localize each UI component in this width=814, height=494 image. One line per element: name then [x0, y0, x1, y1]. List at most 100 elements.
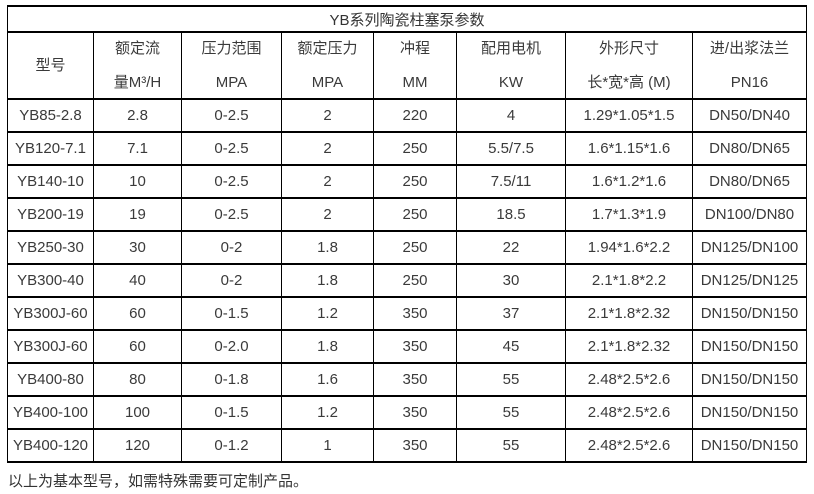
table-cell: YB300J-60 [7, 329, 94, 364]
table-cell: DN80/DN65 [691, 164, 808, 199]
table-cell: YB85-2.8 [7, 98, 94, 133]
table-cell: 220 [373, 98, 457, 133]
table-cell: 7.1 [93, 131, 182, 166]
table-cell: 250 [373, 263, 457, 298]
table-row: YB400-120 120 0-1.2 1 350 55 2.48*2.5*2.6 DN150… [7, 428, 808, 463]
table-cell: 0-2 [181, 263, 282, 298]
table-cell: 60 [93, 329, 182, 364]
table-cell: 19 [93, 197, 182, 232]
table-cell: 350 [373, 395, 457, 430]
table-cell: 350 [373, 428, 457, 463]
table-cell: 55 [456, 395, 566, 430]
table-cell: 4 [456, 98, 566, 133]
table-body: YB85-2.8 2.8 0-2.5 2 220 4 1.29*1.05*1.5 DN50/D… [7, 98, 808, 463]
table-cell: 250 [373, 131, 457, 166]
col-header-stroke: 冲程 MM [373, 31, 457, 100]
table-cell: 1.94*1.6*2.2 [565, 230, 693, 265]
table-cell: DN125/DN100 [691, 230, 808, 265]
table-cell: 1.6 [281, 362, 374, 397]
table-cell: 1.2 [281, 395, 374, 430]
table-cell: YB400-100 [7, 395, 94, 430]
table-cell: 18.5 [456, 197, 566, 232]
table-cell: 0-1.2 [181, 428, 282, 463]
table-cell: 100 [93, 395, 182, 430]
pump-spec-table: YB系列陶瓷柱塞泵参数 型号 额定流 量M³/H 压力范围 MPA 额定压力 M… [6, 5, 808, 463]
table-cell: 0-1.5 [181, 395, 282, 430]
table-cell: 2 [281, 131, 374, 166]
col-header-rated-flow: 额定流 量M³/H [93, 31, 182, 100]
table-cell: 0-2.5 [181, 197, 282, 232]
table-cell: 2.1*1.8*2.2 [565, 263, 693, 298]
table-cell: 120 [93, 428, 182, 463]
table-cell: YB400-80 [7, 362, 94, 397]
table-row: YB250-30 30 0-2 1.8 250 22 1.94*1.6*2.2 DN125/D… [7, 230, 808, 265]
table-cell: 250 [373, 197, 457, 232]
footer-note: 以上为基本型号，如需特殊需要可定制产品。 [8, 473, 309, 490]
col-header-model: 型号 [7, 31, 94, 100]
table-row: YB300-40 40 0-2 1.8 250 30 2.1*1.8*2.2 DN125/DN… [7, 263, 808, 298]
table-cell: 1.7*1.3*1.9 [565, 197, 693, 232]
table-cell: 22 [456, 230, 566, 265]
col-header-flange: 进/出浆法兰 PN16 [691, 31, 808, 100]
table-cell: DN125/DN125 [691, 263, 808, 298]
table-cell: 37 [456, 296, 566, 331]
table-cell: 2.1*1.8*2.32 [565, 329, 693, 364]
table-row: YB400-80 80 0-1.8 1.6 350 55 2.48*2.5*2.6 DN150… [7, 362, 808, 397]
col-header-rated-pressure: 额定压力 MPA [281, 31, 374, 100]
table-cell: 2 [281, 98, 374, 133]
table-cell: 0-1.8 [181, 362, 282, 397]
table-cell: DN150/DN150 [691, 428, 808, 463]
table-cell: DN100/DN80 [691, 197, 808, 232]
table-cell: 1.2 [281, 296, 374, 331]
table-title: YB系列陶瓷柱塞泵参数 [6, 5, 808, 33]
table-cell: 30 [93, 230, 182, 265]
table-cell: 5.5/7.5 [456, 131, 566, 166]
table-cell: 30 [456, 263, 566, 298]
table-cell: 2 [281, 197, 374, 232]
table-cell: 2.48*2.5*2.6 [565, 428, 693, 463]
table-row: YB85-2.8 2.8 0-2.5 2 220 4 1.29*1.05*1.5 DN50/D… [7, 98, 808, 133]
table-cell: 2.1*1.8*2.32 [565, 296, 693, 331]
table-cell: 350 [373, 329, 457, 364]
table-cell: 1.29*1.05*1.5 [565, 98, 693, 133]
table-cell: YB300J-60 [7, 296, 94, 331]
col-header-model-label: 型号 [35, 56, 66, 74]
table-title-row: YB系列陶瓷柱塞泵参数 [6, 5, 808, 33]
table-cell: 0-2.5 [181, 164, 282, 199]
table-cell: DN150/DN150 [691, 296, 808, 331]
col-header-motor: 配用电机 KW [456, 31, 566, 100]
table-cell: 350 [373, 362, 457, 397]
table-cell: 1.6*1.15*1.6 [565, 131, 693, 166]
table-cell: DN150/DN150 [691, 362, 808, 397]
table-cell: 7.5/11 [456, 164, 566, 199]
table-row: YB140-10 10 0-2.5 2 250 7.5/11 1.6*1.2*1.6 DN80… [7, 164, 808, 199]
table-cell: 55 [456, 362, 566, 397]
table-row: YB200-19 19 0-2.5 2 250 18.5 1.7*1.3*1.9 DN100/… [7, 197, 808, 232]
table-cell: 0-2.0 [181, 329, 282, 364]
table-row: YB300J-60 60 0-1.5 1.2 350 37 2.1*1.8*2.32 DN15… [7, 296, 808, 331]
table-cell: YB200-19 [7, 197, 94, 232]
table-cell: 80 [93, 362, 182, 397]
table-cell: DN80/DN65 [691, 131, 808, 166]
table-cell: YB140-10 [7, 164, 94, 199]
table-cell: YB250-30 [7, 230, 94, 265]
table-cell: 1.8 [281, 230, 374, 265]
table-cell: DN150/DN150 [691, 329, 808, 364]
table-cell: YB300-40 [7, 263, 94, 298]
table-cell: 0-2.5 [181, 98, 282, 133]
table-cell: DN50/DN40 [691, 98, 808, 133]
table-row: YB120-7.1 7.1 0-2.5 2 250 5.5/7.5 1.6*1.15*1.6… [7, 131, 808, 166]
table-cell: 1 [281, 428, 374, 463]
table-cell: 0-2 [181, 230, 282, 265]
table-cell: 1.8 [281, 263, 374, 298]
table-cell: 1.8 [281, 329, 374, 364]
table-cell: 2.8 [93, 98, 182, 133]
table-cell: 250 [373, 230, 457, 265]
table-row: YB400-100 100 0-1.5 1.2 350 55 2.48*2.5*2.6 DN1… [7, 395, 808, 430]
table-cell: YB400-120 [7, 428, 94, 463]
table-cell: 45 [456, 329, 566, 364]
col-header-dimensions: 外形尺寸 长*宽*高 (M) [565, 31, 693, 100]
table-cell: 0-1.5 [181, 296, 282, 331]
table-header-row: 型号 额定流 量M³/H 压力范围 MPA 额定压力 MPA 冲程 MM [7, 31, 808, 100]
